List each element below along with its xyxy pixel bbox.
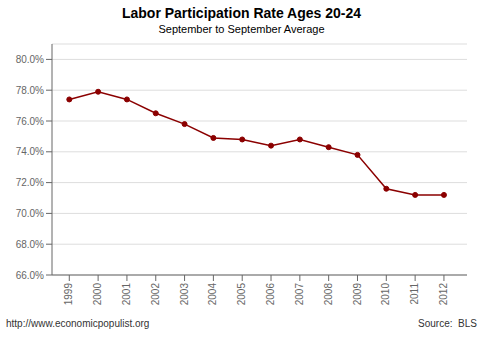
svg-text:2008: 2008 — [323, 283, 334, 306]
svg-text:2011: 2011 — [409, 283, 420, 305]
svg-text:2004: 2004 — [207, 283, 218, 306]
svg-text:66.0%: 66.0% — [16, 270, 44, 281]
svg-text:2009: 2009 — [352, 283, 363, 306]
svg-text:72.0%: 72.0% — [16, 177, 44, 188]
svg-text:1999: 1999 — [63, 283, 74, 306]
html-text:http://www.economicpopulist.or: http://www.economicpopulist.org — [6, 318, 150, 329]
svg-text:2003: 2003 — [179, 283, 190, 306]
svg-text:80.0%: 80.0% — [16, 54, 44, 65]
svg-text:2000: 2000 — [92, 283, 103, 306]
svg-text:70.0%: 70.0% — [16, 208, 44, 219]
svg-text:76.0%: 76.0% — [16, 116, 44, 127]
svg-text:2006: 2006 — [265, 283, 276, 306]
svg-text:2010: 2010 — [380, 283, 391, 306]
svg-text:68.0%: 68.0% — [16, 239, 44, 250]
svg-text:2002: 2002 — [150, 283, 161, 306]
svg-text:2012: 2012 — [438, 283, 449, 306]
svg-text:2007: 2007 — [294, 283, 305, 306]
svg-text:78.0%: 78.0% — [16, 85, 44, 96]
html-text:Source: BLS: Source: BLS — [418, 318, 477, 329]
svg-text:74.0%: 74.0% — [16, 146, 44, 157]
html-text:Labor Participation Rate Ages: Labor Participation Rate Ages 20-24 — [121, 5, 361, 21]
html-text:September to September Average: September to September Average — [158, 23, 325, 35]
svg-text:2005: 2005 — [236, 283, 247, 306]
svg-text:2001: 2001 — [121, 283, 132, 306]
